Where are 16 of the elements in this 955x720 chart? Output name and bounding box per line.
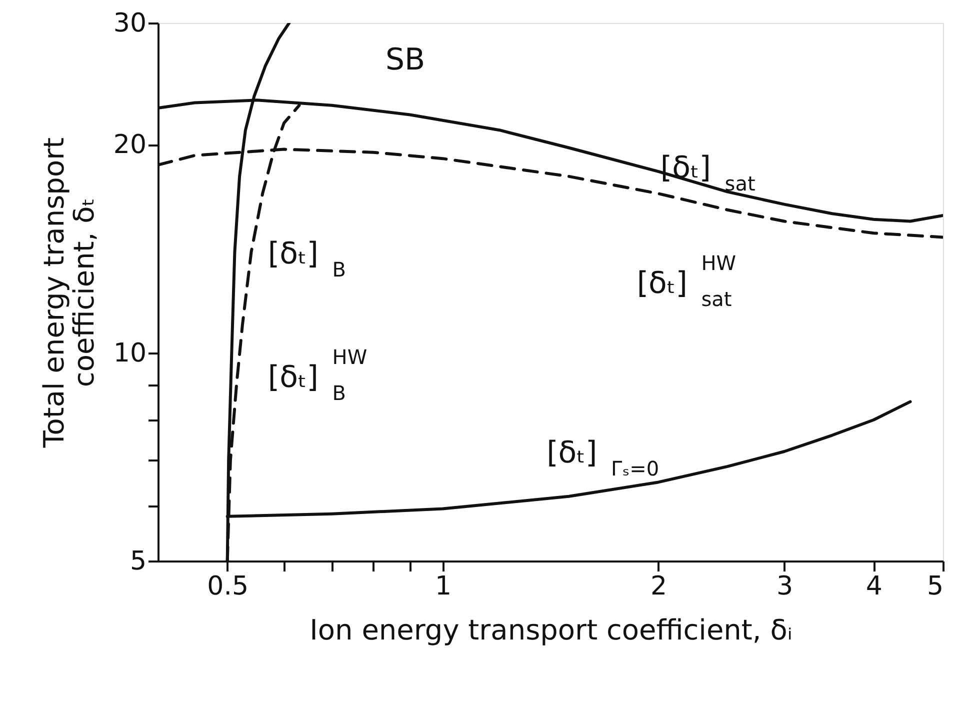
x-axis-title: Ion energy transport coefficient, δᵢ bbox=[310, 614, 792, 646]
y-tick-label: 20 bbox=[113, 130, 146, 160]
x-tick-label: 3 bbox=[776, 572, 794, 602]
y-tick-label: 10 bbox=[113, 338, 146, 368]
annotation: [δₜ]B bbox=[268, 236, 346, 282]
y-tick-label: 30 bbox=[113, 8, 146, 38]
y-tick-label: 5 bbox=[130, 546, 146, 576]
x-tick-label: 5 bbox=[926, 572, 944, 602]
annotation: SB bbox=[385, 42, 426, 78]
x-tick-label: 1 bbox=[435, 572, 452, 602]
annotation: [δₜ]sat bbox=[660, 150, 756, 196]
y-axis-title: Total energy transport coefficient, δₜ bbox=[37, 137, 100, 449]
annotation: [δₜ]Γₛ=0 bbox=[546, 435, 660, 480]
x-tick-label: 4 bbox=[866, 572, 882, 602]
x-tick-label: 0.5 bbox=[207, 572, 249, 602]
x-tick-label: 2 bbox=[650, 572, 667, 602]
